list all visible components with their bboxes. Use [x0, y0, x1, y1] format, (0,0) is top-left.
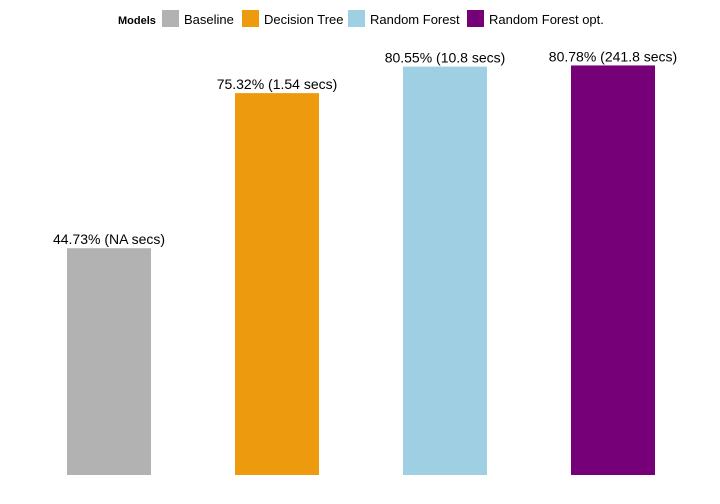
bar-data-label: 44.73% (NA secs) [53, 231, 165, 247]
bar-decision-tree [235, 93, 319, 476]
legend-label: Decision Tree [264, 12, 343, 27]
legend-label: Baseline [184, 12, 234, 27]
legend-key [242, 10, 259, 27]
bar-data-label: 80.78% (241.8 secs) [549, 48, 677, 64]
legend-key [348, 10, 365, 27]
bar-baseline [67, 248, 151, 475]
bar-data-label: 75.32% (1.54 secs) [217, 76, 338, 92]
bar-data-label: 80.55% (10.8 secs) [385, 50, 506, 66]
bar-random-forest-opt [571, 65, 655, 475]
legend: Models Baseline Decision Tree Random Fores… [118, 10, 604, 27]
bar-labels: 44.73% (NA secs) 75.32% (1.54 secs) 80.55%… [53, 48, 677, 247]
legend-label: Random Forest [370, 12, 460, 27]
bars [67, 65, 655, 476]
bar-random-forest [403, 66, 487, 475]
legend-key [162, 10, 179, 27]
legend-key [467, 10, 484, 27]
legend-title: Models [118, 15, 156, 27]
legend-label: Random Forest opt. [489, 12, 604, 27]
